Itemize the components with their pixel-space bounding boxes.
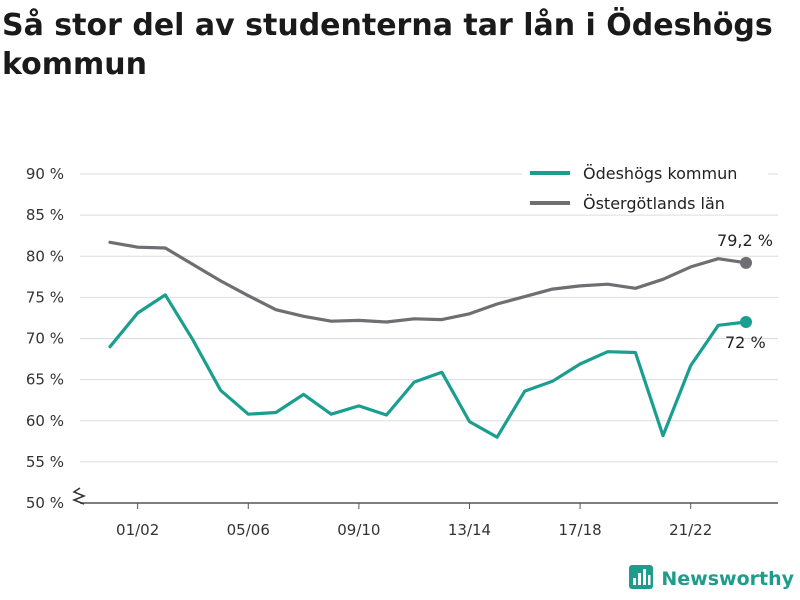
y-tick-label: 50 % — [26, 494, 64, 512]
end-markers: 72 % 79,2 % — [717, 231, 773, 352]
brand: Newsworthy — [628, 564, 794, 594]
grid-lines — [80, 173, 778, 463]
y-tick-label: 55 % — [26, 453, 64, 471]
end-value-label: 79,2 % — [717, 231, 773, 250]
axis-break-icon — [71, 487, 87, 505]
end-point-0 — [740, 316, 752, 329]
y-tick-label: 65 % — [26, 371, 64, 389]
end-point-1 — [740, 256, 752, 269]
chart-title: Så stor del av studenterna tar lån i Öde… — [2, 8, 773, 82]
series-line-1 — [108, 240, 748, 324]
x-tick-label: 05/06 — [227, 521, 270, 539]
x-tick-label: 09/10 — [337, 521, 380, 539]
bar-chart-logo-icon — [628, 564, 654, 594]
series-lines — [108, 240, 748, 439]
legend: Ödeshögs kommun Östergötlands län — [522, 158, 768, 214]
y-tick-label: 60 % — [26, 412, 64, 430]
x-tick-label: 21/22 — [669, 521, 712, 539]
x-axis: 01/02 05/06 09/10 13/14 17/18 21/22 — [71, 487, 778, 539]
x-tick-label: 13/14 — [448, 521, 491, 539]
y-tick-label: 90 % — [26, 165, 64, 183]
brand-name: Newsworthy — [661, 568, 794, 590]
y-tick-label: 75 % — [26, 288, 64, 306]
end-value-label: 72 % — [725, 333, 766, 352]
x-tick-label: 01/02 — [116, 521, 159, 539]
legend-label: Östergötlands län — [583, 194, 725, 213]
y-axis-tick-labels: 90 % 85 % 80 % 75 % 70 % 65 % 60 % 55 % 50 % — [26, 165, 64, 512]
y-tick-label: 70 % — [26, 330, 64, 348]
legend-label: Ödeshögs kommun — [583, 164, 737, 183]
x-tick-label: 17/18 — [558, 521, 601, 539]
y-tick-label: 80 % — [26, 247, 64, 265]
series-line-0 — [108, 293, 748, 439]
y-tick-label: 85 % — [26, 206, 64, 224]
